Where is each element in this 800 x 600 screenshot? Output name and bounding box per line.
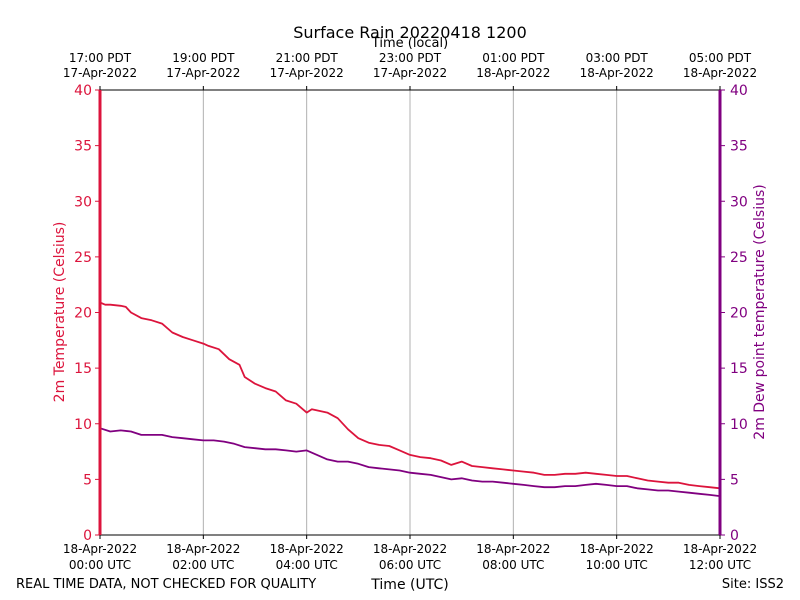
- grid-lines: [202, 90, 618, 535]
- x-top-tick-label-date-3: 17-Apr-2022: [373, 66, 447, 80]
- x-top-tick-label-time-2: 21:00 PDT: [276, 51, 339, 65]
- x-top-tick-label-date-4: 18-Apr-2022: [476, 66, 550, 80]
- x-top-tick-label-date-5: 18-Apr-2022: [580, 66, 654, 80]
- y-left-tick-label-5: 25: [74, 250, 92, 266]
- y-right-tick-label-5: 25: [730, 250, 748, 266]
- y-right-tick-label-8: 40: [730, 83, 748, 99]
- y-left-tick-label-2: 10: [74, 417, 92, 433]
- x-top-tick-label-time-0: 17:00 PDT: [69, 51, 132, 65]
- dewpoint-series-line: [99, 427, 721, 497]
- x-tick-label-utc-time-3: 06:00 UTC: [379, 558, 441, 572]
- x-axis-bottom-ticks: 18-Apr-2022 00:00 UTC 18-Apr-2022 02:00 UTC…: [63, 535, 757, 572]
- y-axis-left-label: 2m Temperature (Celsius): [52, 222, 68, 403]
- y-left-tick-label-8: 40: [74, 83, 92, 99]
- x-tick-label-utc-date-0: 18-Apr-2022: [63, 542, 137, 556]
- y-right-tick-label-3: 15: [730, 361, 748, 377]
- site-label: Site: ISS2: [722, 577, 784, 592]
- y-left-tick-label-4: 20: [74, 306, 92, 322]
- y-right-tick-label-2: 10: [730, 417, 748, 433]
- y-left-tick-label-6: 30: [74, 194, 92, 210]
- x-tick-label-utc-date-1: 18-Apr-2022: [166, 542, 240, 556]
- y-left-tick-label-7: 35: [74, 139, 92, 155]
- x-top-tick-label-time-5: 03:00 PDT: [586, 51, 649, 65]
- y-right-tick-label-6: 30: [730, 194, 748, 210]
- x-tick-label-utc-time-6: 12:00 UTC: [689, 558, 751, 572]
- y-right-tick-label-1: 5: [730, 472, 739, 488]
- y-right-tick-label-0: 0: [730, 528, 739, 544]
- y-right-tick-label-4: 20: [730, 306, 748, 322]
- x-top-tick-label-time-6: 05:00 PDT: [689, 51, 752, 65]
- x-top-tick-label-time-4: 01:00 PDT: [482, 51, 545, 65]
- x-top-tick-label-date-2: 17-Apr-2022: [270, 66, 344, 80]
- temperature-series-line: [99, 301, 721, 490]
- y-left-tick-label-3: 15: [74, 361, 92, 377]
- chart-title: Surface Rain 20220418 1200: [293, 23, 527, 42]
- x-tick-label-utc-time-5: 10:00 UTC: [586, 558, 648, 572]
- y-axis-right-ticks: 0 5 10 15 20 25 30 35 40: [720, 83, 748, 544]
- y-right-tick-label-7: 35: [730, 139, 748, 155]
- series-layer: [99, 301, 721, 497]
- y-left-tick-label-1: 5: [83, 472, 92, 488]
- x-tick-label-utc-date-2: 18-Apr-2022: [270, 542, 344, 556]
- y-left-tick-label-0: 0: [83, 528, 92, 544]
- x-tick-label-utc-time-2: 04:00 UTC: [276, 558, 338, 572]
- x-top-tick-label-time-3: 23:00 PDT: [379, 51, 442, 65]
- x-top-tick-label-date-0: 17-Apr-2022: [63, 66, 137, 80]
- x-tick-label-utc-time-0: 00:00 UTC: [69, 558, 131, 572]
- top-axis-label: Time (local): [371, 36, 448, 51]
- y-axis-right-label: 2m Dew point temperature (Celsius): [752, 184, 768, 439]
- x-tick-label-utc-time-1: 02:00 UTC: [172, 558, 234, 572]
- x-tick-label-utc-date-3: 18-Apr-2022: [373, 542, 447, 556]
- x-tick-label-utc-date-5: 18-Apr-2022: [580, 542, 654, 556]
- quality-disclaimer: REAL TIME DATA, NOT CHECKED FOR QUALITY: [16, 577, 316, 592]
- x-axis-label: Time (UTC): [370, 577, 448, 593]
- x-tick-label-utc-time-4: 08:00 UTC: [482, 558, 544, 572]
- x-top-tick-label-time-1: 19:00 PDT: [172, 51, 235, 65]
- x-tick-label-utc-date-4: 18-Apr-2022: [476, 542, 550, 556]
- x-top-tick-label-date-1: 17-Apr-2022: [166, 66, 240, 80]
- y-axis-left-ticks: 0 5 10 15 20 25 30 35 40: [74, 83, 100, 544]
- x-top-tick-label-date-6: 18-Apr-2022: [683, 66, 757, 80]
- x-tick-label-utc-date-6: 18-Apr-2022: [683, 542, 757, 556]
